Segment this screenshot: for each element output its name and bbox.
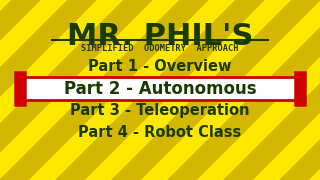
Polygon shape <box>112 0 320 180</box>
Polygon shape <box>0 0 208 180</box>
Polygon shape <box>224 0 320 180</box>
Text: SIMPLIFIED  ODOMETRY  APPROACH: SIMPLIFIED ODOMETRY APPROACH <box>81 44 239 53</box>
Text: Part 4 - Robot Class: Part 4 - Robot Class <box>78 125 242 140</box>
Polygon shape <box>168 0 320 180</box>
Text: Part 1 - Overview: Part 1 - Overview <box>88 59 232 74</box>
Text: Part 3 - Teleoperation: Part 3 - Teleoperation <box>70 103 250 118</box>
Bar <box>20 77 300 100</box>
Bar <box>20 77 300 100</box>
Polygon shape <box>0 0 96 180</box>
Text: Part 2 - Autonomous: Part 2 - Autonomous <box>64 80 256 98</box>
Polygon shape <box>280 0 320 180</box>
Polygon shape <box>56 0 264 180</box>
Polygon shape <box>0 0 152 180</box>
Polygon shape <box>0 0 40 180</box>
Text: MR. PHIL'S: MR. PHIL'S <box>67 22 253 51</box>
